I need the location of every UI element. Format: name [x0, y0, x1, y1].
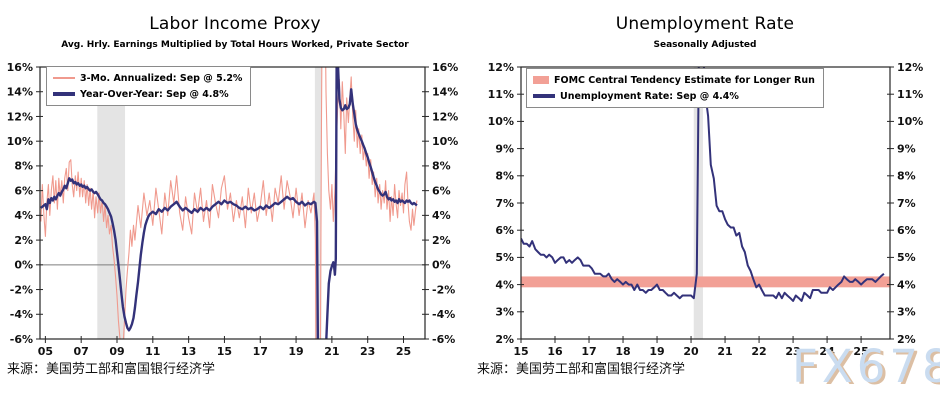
x-tick-label: 20	[683, 345, 699, 358]
y-tick-label: 10%	[432, 135, 458, 148]
legend-entry: Year-Over-Year: Sep @ 4.8%	[53, 86, 242, 102]
x-tick-label: 15	[513, 345, 528, 358]
legend-entry: FOMC Central Tendency Estimate for Longe…	[533, 72, 815, 88]
y-tick-label: 8%	[14, 160, 33, 173]
y-tick-label: 7%	[495, 197, 514, 210]
y-tick-label: 10%	[7, 135, 33, 148]
y-tick-label: -2%	[432, 283, 455, 296]
x-tick-label: 19	[649, 345, 664, 358]
legend-label: 3-Mo. Annualized: Sep @ 5.2%	[80, 72, 243, 84]
legend-label: FOMC Central Tendency Estimate for Longe…	[554, 74, 815, 86]
y-tick-label: 12%	[7, 110, 33, 123]
x-tick-label: 13	[181, 345, 196, 358]
x-tick-label: 25	[396, 345, 411, 358]
y-tick-label: -4%	[10, 308, 33, 321]
y-tick-label: 10%	[897, 115, 923, 128]
y-tick-label: 2%	[897, 333, 916, 346]
x-tick-label: 15	[217, 345, 232, 358]
y-tick-label: 16%	[7, 61, 33, 74]
unemployment-chart: 12% 12% 11% 11% 10% 10% 9% 9% 8% 8% 7% 7% 6% 6% 5% 5% 4%…	[488, 61, 924, 358]
x-tick-label: 07	[74, 345, 89, 358]
chart-subtitle: Seasonally Adjusted	[653, 40, 757, 50]
x-tick-label: 22	[751, 345, 766, 358]
legend-swatch-unemployment-line	[533, 94, 555, 98]
y-tick-label: 7%	[897, 197, 916, 210]
source-note: 来源：美国劳工部和富国银行经济学	[477, 362, 686, 377]
x-tick-label: 18	[615, 345, 630, 358]
y-tick-label: 12%	[488, 61, 514, 74]
y-tick-label: 11%	[488, 88, 514, 101]
x-tick-label: 17	[581, 345, 596, 358]
series-3mo-annualized-line	[40, 67, 418, 339]
y-tick-label: 9%	[495, 142, 514, 155]
y-tick-label: 8%	[432, 160, 451, 173]
y-tick-label: 5%	[495, 251, 514, 264]
x-tick-label: 23	[360, 345, 375, 358]
series-unemployment-rate-line	[521, 67, 885, 302]
y-tick-label: 10%	[488, 115, 514, 128]
y-tick-label: 9%	[897, 142, 916, 155]
series-year-over-year-line	[40, 67, 418, 339]
y-tick-label: 6%	[14, 184, 33, 197]
y-tick-label: 4%	[495, 278, 514, 291]
y-tick-label: 16%	[432, 61, 458, 74]
y-tick-label: 0%	[432, 259, 451, 272]
panel-labor-income: 16% 16% 14% 14% 12% 12% 10% 10% 8% 8% 6% 6% 4% 4% 2% 2%…	[7, 14, 459, 377]
panel-unemployment: 12% 12% 11% 11% 10% 10% 9% 9% 8% 8% 7% 7% 6% 6% 5% 5% 4%…	[470, 0, 940, 412]
x-tick-label: 16	[547, 345, 563, 358]
y-tick-label: 3%	[897, 306, 916, 319]
y-tick-label: 6%	[495, 224, 514, 237]
fomc-central-tendency-band	[521, 276, 890, 288]
y-tick-label: -6%	[432, 333, 455, 346]
y-tick-label: 12%	[432, 110, 458, 123]
legend: 3-Mo. Annualized: Sep @ 5.2% Year-Over-Y…	[46, 66, 252, 106]
y-tick-label: 11%	[897, 88, 923, 101]
y-tick-label: 12%	[897, 61, 923, 74]
x-tick-label: 11	[145, 345, 160, 358]
y-tick-label: 2%	[432, 234, 451, 247]
y-tick-label: 4%	[14, 209, 33, 222]
y-tick-label: 6%	[432, 184, 451, 197]
legend-label: Year-Over-Year: Sep @ 4.8%	[80, 88, 229, 100]
y-tick-label: 8%	[897, 170, 916, 183]
y-tick-label: 14%	[432, 86, 458, 99]
recession-band	[314, 67, 322, 339]
y-tick-label: 5%	[897, 251, 916, 264]
x-tick-label: 19	[288, 345, 303, 358]
y-tick-label: 2%	[14, 234, 33, 247]
y-tick-label: 0%	[14, 259, 33, 272]
chart-title: Labor Income Proxy	[149, 14, 321, 34]
chart-subtitle: Avg. Hrly. Earnings Multiplied by Total …	[61, 40, 409, 50]
legend-swatch-3mo-annualized-line	[53, 77, 75, 79]
y-tick-label: 6%	[897, 224, 916, 237]
y-tick-label: -2%	[10, 283, 33, 296]
y-tick-label: 14%	[7, 86, 33, 99]
legend-swatch-year-over-year-line	[53, 92, 75, 96]
y-tick-label: -6%	[10, 333, 33, 346]
x-tick-label: 05	[38, 345, 53, 358]
source-note: 来源：美国劳工部和富国银行经济学	[7, 362, 216, 377]
watermark: FX678	[792, 340, 940, 393]
legend-label: Unemployment Rate: Sep @ 4.4%	[560, 90, 739, 102]
x-tick-label: 25	[853, 345, 868, 358]
y-tick-label: 8%	[495, 170, 514, 183]
y-tick-label: 4%	[897, 278, 916, 291]
x-tick-label: 21	[717, 345, 732, 358]
y-tick-label: 3%	[495, 306, 514, 319]
y-tick-label: -4%	[432, 308, 455, 321]
x-tick-label: 24	[819, 345, 835, 358]
x-tick-label: 23	[785, 345, 800, 358]
x-tick-label: 17	[253, 345, 268, 358]
y-tick-label: 2%	[495, 333, 514, 346]
legend-swatch-fomc-band	[533, 76, 549, 84]
y-tick-label: 4%	[432, 209, 451, 222]
legend-entry: 3-Mo. Annualized: Sep @ 5.2%	[53, 70, 242, 86]
x-tick-label: 09	[109, 345, 124, 358]
legend-entry: Unemployment Rate: Sep @ 4.4%	[533, 88, 815, 104]
labor-income-chart: 16% 16% 14% 14% 12% 12% 10% 10% 8% 8% 6% 6% 4% 4% 2% 2%…	[7, 61, 459, 358]
chart-title: Unemployment Rate	[615, 14, 795, 34]
x-tick-label: 21	[324, 345, 339, 358]
legend: FOMC Central Tendency Estimate for Longe…	[526, 68, 824, 108]
